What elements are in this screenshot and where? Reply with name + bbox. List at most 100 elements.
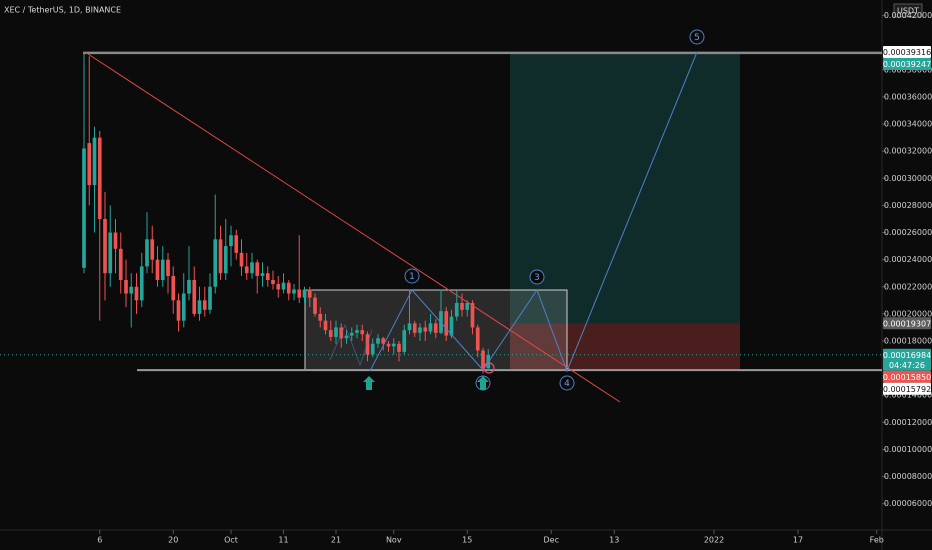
candle-body <box>402 330 407 352</box>
y-tick-label: 0.00010000 <box>884 445 932 454</box>
price-label: 0.00016984 <box>883 351 931 360</box>
x-tick-label: 11 <box>278 536 288 545</box>
candle-body <box>197 300 202 314</box>
candle-body <box>229 235 233 247</box>
price-label-box <box>883 382 931 395</box>
price-label: 0.00019307 <box>883 319 931 328</box>
y-tick-label: 0.00034000 <box>884 120 932 129</box>
candle-body <box>208 286 212 310</box>
candle-body <box>365 334 370 355</box>
candle-body <box>407 323 412 331</box>
wave-label: 5 <box>694 33 700 43</box>
x-tick-label: 13 <box>609 536 619 545</box>
candle-body <box>360 330 365 335</box>
candle-body <box>129 286 134 294</box>
candle-body <box>328 330 333 337</box>
y-tick-label: 0.00020000 <box>884 309 932 318</box>
candle-body <box>418 327 422 333</box>
x-tick-label: 20 <box>168 536 178 545</box>
candle-body <box>292 289 296 294</box>
wave-marker <box>689 29 705 45</box>
x-tick-label: 6 <box>97 536 102 545</box>
candle-body <box>150 239 155 260</box>
candle-body <box>444 311 449 336</box>
candle-body <box>181 293 186 321</box>
price-label-box <box>883 348 931 371</box>
candle-body <box>454 303 459 317</box>
wave-marker <box>404 268 420 284</box>
currency-box[interactable] <box>893 3 923 18</box>
candle-body <box>355 330 359 333</box>
candle-body <box>192 279 197 314</box>
y-tick-label: 0.00024000 <box>884 255 932 264</box>
candle-body <box>134 286 139 301</box>
candle-body <box>139 266 144 301</box>
candle-body <box>244 266 249 274</box>
chart-title: XEC / TetherUS, 1D, BINANCE <box>4 6 121 15</box>
candle-body <box>176 300 181 321</box>
y-tick-label: 0.00032000 <box>884 147 932 156</box>
wave-path <box>369 51 698 373</box>
y-tick-label: 0.00036000 <box>884 92 932 101</box>
x-tick-label: 15 <box>462 536 472 545</box>
x-tick-label: Feb <box>870 536 884 545</box>
candle-body <box>145 239 149 267</box>
up-arrow <box>477 376 489 390</box>
candle-body <box>166 259 170 276</box>
candle-body <box>318 313 323 321</box>
y-tick-label: 0.00018000 <box>884 336 932 345</box>
candle-body <box>465 303 470 310</box>
candle-body <box>433 323 438 333</box>
candle-body <box>265 273 270 280</box>
candle-body <box>82 148 86 268</box>
wave-label: 1 <box>409 272 415 282</box>
wave-path <box>329 323 373 367</box>
candle-body <box>381 338 386 344</box>
price-label-box <box>883 317 931 330</box>
candle-body <box>271 279 275 285</box>
candle-body <box>412 323 417 333</box>
candle-body <box>118 248 123 280</box>
countdown-label: 04:47:26 <box>889 361 925 370</box>
x-tick-label: Oct <box>224 536 238 545</box>
candle-body <box>223 246 228 274</box>
price-label: 0.00039316 <box>883 48 931 57</box>
price-label-box <box>883 45 931 58</box>
candle-body <box>286 282 291 294</box>
currency-label[interactable]: USDT <box>897 7 919 16</box>
candle-body <box>239 252 244 267</box>
candle-body <box>87 143 92 186</box>
candle-body <box>276 284 281 290</box>
candle-body <box>391 343 396 347</box>
candle-body <box>108 232 113 274</box>
candle-body <box>302 289 307 298</box>
candle-body <box>213 239 218 287</box>
y-tick-label: 0.00008000 <box>884 472 932 481</box>
candle-body <box>307 289 312 298</box>
stop-zone <box>510 323 740 371</box>
candle-body <box>297 289 302 298</box>
candle-body <box>344 335 349 339</box>
wave-marker <box>559 375 575 391</box>
low-marker <box>483 362 495 374</box>
price-label: 0.00039247 <box>883 60 931 69</box>
candle-body <box>334 327 338 337</box>
candle-body <box>124 279 128 294</box>
candle-body <box>386 343 391 347</box>
candle-body <box>323 320 328 331</box>
y-tick-label: 0.00030000 <box>884 174 932 183</box>
candle-body <box>97 137 102 219</box>
candle-body <box>481 350 485 369</box>
candle-body <box>171 275 176 301</box>
x-tick-label: Dec <box>544 536 559 545</box>
candle-body <box>423 327 428 332</box>
y-tick-label: 0.00042000 <box>884 11 932 20</box>
candle-body <box>376 338 380 344</box>
candle-body <box>349 332 354 336</box>
candle-body <box>202 300 207 310</box>
x-tick-label: 21 <box>331 536 341 545</box>
target-zone <box>510 51 740 324</box>
